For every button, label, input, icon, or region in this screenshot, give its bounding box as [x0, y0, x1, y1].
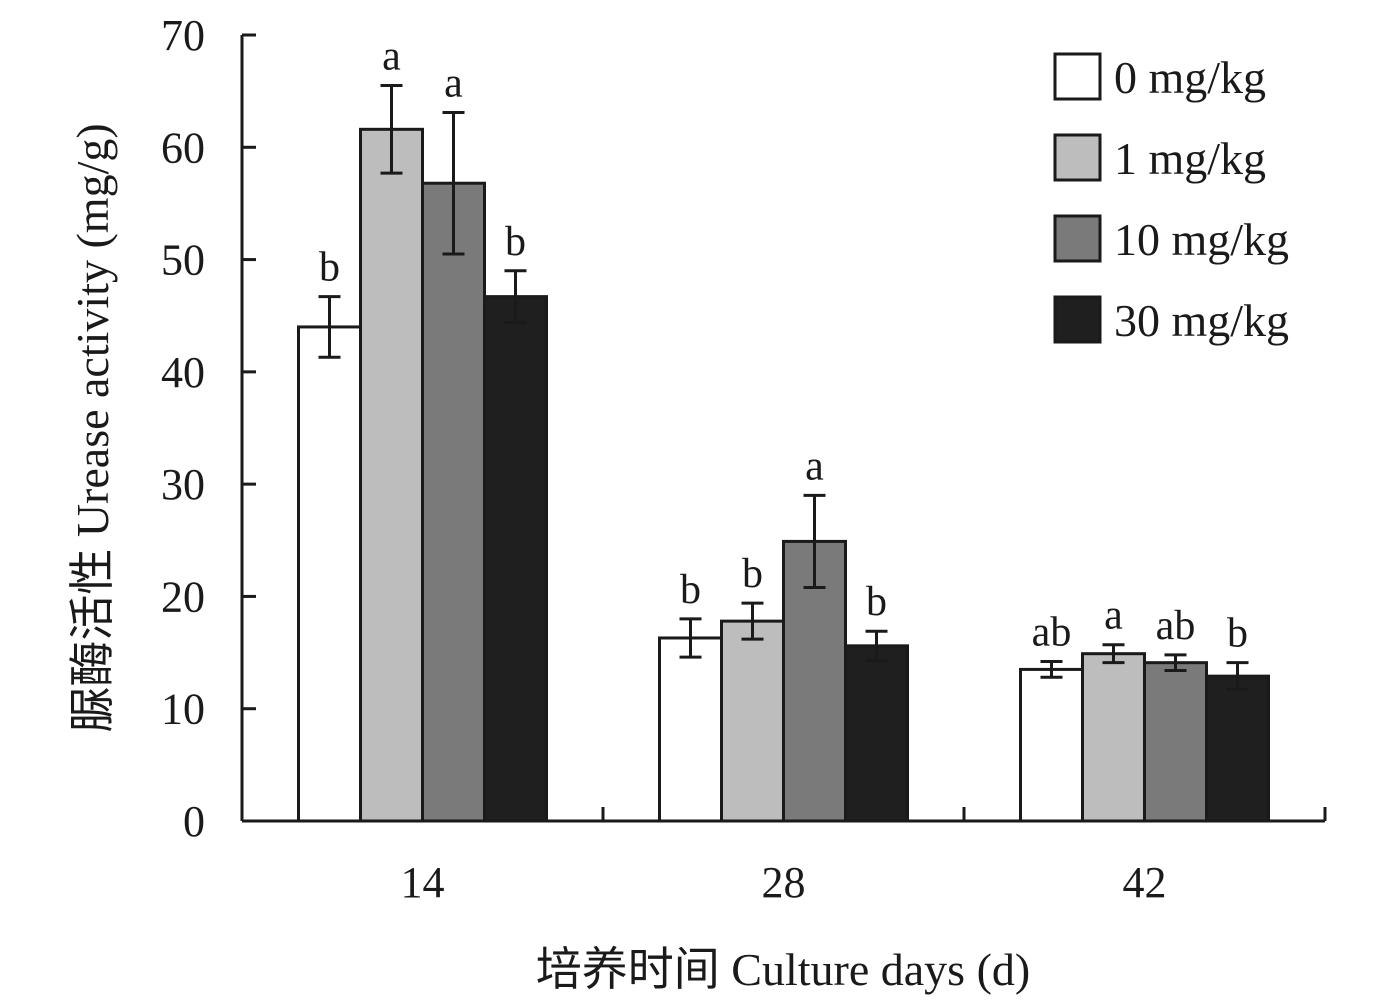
significance-label: a	[805, 443, 824, 489]
x-tick-label: 14	[401, 858, 445, 907]
significance-label: b	[319, 245, 340, 291]
y-tick-label: 0	[183, 797, 205, 846]
bar	[720, 619, 785, 823]
significance-label: b	[505, 219, 526, 265]
significance-label: a	[382, 34, 401, 80]
legend-swatch	[1053, 295, 1102, 344]
bar	[782, 539, 847, 823]
legend-label: 1 mg/kg	[1114, 133, 1266, 184]
bar	[1143, 661, 1208, 823]
legend-swatch	[1053, 52, 1102, 101]
x-axis-title: 培养时间 Culture days (d)	[536, 944, 1030, 995]
x-tick-label: 42	[1123, 858, 1167, 907]
y-axis-ticks: 0 10 20 30 40 50 60 70	[161, 11, 256, 846]
significance-label: b	[680, 567, 701, 613]
significance-label: b	[742, 551, 763, 597]
y-tick-label: 70	[161, 11, 205, 60]
bar	[359, 127, 424, 823]
y-tick-label: 20	[161, 572, 205, 621]
significance-label: b	[1227, 611, 1248, 657]
bar	[1081, 652, 1146, 823]
significance-label: a	[1104, 593, 1123, 639]
bar	[658, 636, 723, 823]
legend-swatch	[1053, 133, 1102, 182]
legend-swatch	[1053, 214, 1102, 263]
y-tick-label: 60	[161, 123, 205, 172]
significance-label: ab	[1156, 603, 1196, 649]
x-axis-ticks: 14 28 42	[401, 807, 1327, 907]
bar	[297, 325, 362, 823]
y-tick-label: 10	[161, 685, 205, 734]
bar	[483, 295, 548, 823]
legend-label: 30 mg/kg	[1114, 295, 1289, 346]
legend-label: 10 mg/kg	[1114, 214, 1289, 265]
bar	[421, 181, 486, 823]
y-tick-label: 50	[161, 236, 205, 285]
x-tick-label: 28	[762, 858, 806, 907]
significance-label: ab	[1032, 610, 1072, 656]
legend: 0 mg/kg 1 mg/kg 10 mg/kg 30 mg/kg	[1053, 52, 1289, 346]
bar	[844, 644, 909, 823]
legend-label: 0 mg/kg	[1114, 52, 1266, 103]
significance-label: a	[444, 60, 463, 106]
bar	[1205, 674, 1270, 823]
y-tick-label: 30	[161, 460, 205, 509]
significance-label: b	[866, 579, 887, 625]
y-axis-title: 脲酶活性 Urease activity (mg/g)	[67, 123, 118, 732]
bar	[1019, 667, 1084, 823]
y-tick-label: 40	[161, 348, 205, 397]
